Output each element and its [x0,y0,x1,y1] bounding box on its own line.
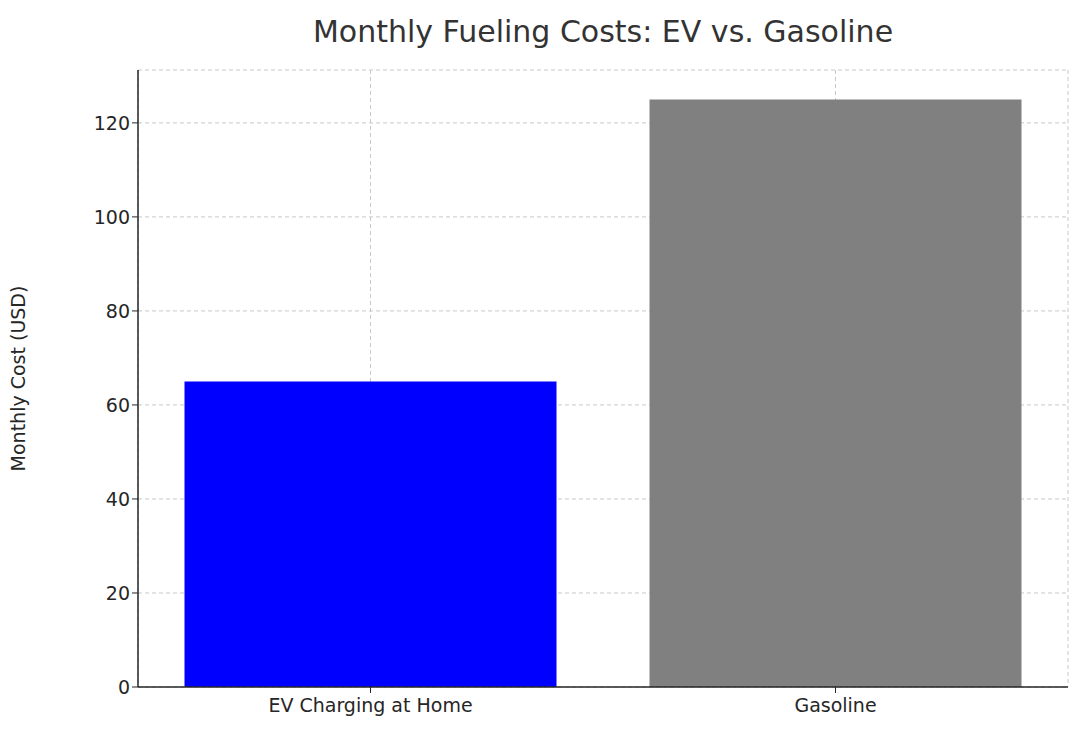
svg-text:0: 0 [118,676,130,698]
svg-text:120: 120 [94,112,130,134]
svg-text:Monthly Cost (USD): Monthly Cost (USD) [8,286,29,472]
svg-text:EV Charging at Home: EV Charging at Home [268,694,472,716]
svg-text:Gasoline: Gasoline [794,694,876,716]
html-text:Monthly Fueling Costs: EV vs.: Monthly Fueling Costs: EV vs. Gasoline [312,14,894,49]
svg-text:40: 40 [106,488,130,510]
svg-text:20: 20 [106,582,130,604]
svg-text:60: 60 [106,394,130,416]
svg-text:80: 80 [106,300,130,322]
svg-text:100: 100 [94,206,130,228]
